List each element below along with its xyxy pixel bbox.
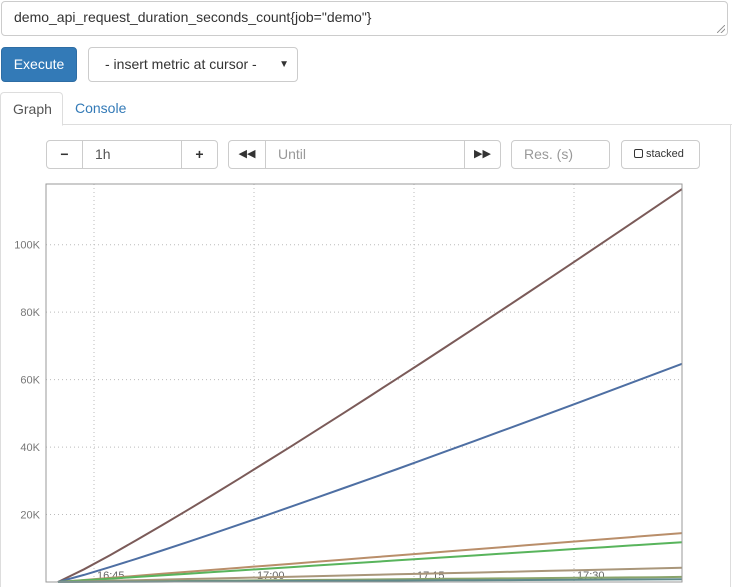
dropdown-caret-icon: ▼ [279, 59, 289, 70]
series-lines [57, 188, 683, 583]
execute-button[interactable]: Execute [1, 47, 77, 82]
series-line [57, 188, 683, 583]
series-line [57, 362, 683, 583]
x-tick-label: 17:00 [257, 570, 285, 582]
checkbox-icon [634, 149, 643, 158]
y-tick-label: 40K [20, 442, 40, 454]
expression-text: demo_api_request_duration_seconds_count{… [14, 9, 372, 25]
metric-select-label: - insert metric at cursor - [105, 56, 257, 72]
y-tick-label: 60K [20, 375, 40, 387]
range-input[interactable]: 1h [82, 140, 182, 169]
expression-input[interactable]: demo_api_request_duration_seconds_count{… [1, 1, 728, 36]
range-decrease-button[interactable]: − [46, 140, 83, 169]
resolution-input[interactable]: Res. (s) [511, 140, 610, 169]
stacked-toggle[interactable]: stacked [621, 140, 700, 169]
stacked-label: stacked [646, 148, 684, 160]
series-line [57, 566, 683, 583]
tab-console[interactable]: Console [75, 100, 127, 116]
series-line [57, 541, 683, 583]
forward-icon: ▶▶ [474, 148, 491, 160]
tab-bar: Graph Console [0, 92, 732, 126]
backward-icon: ◀◀ [238, 148, 256, 160]
y-tick-label: 20K [20, 510, 40, 522]
resize-handle-icon[interactable] [717, 25, 725, 33]
y-tick-label: 80K [20, 307, 40, 319]
time-back-button[interactable]: ◀◀ [228, 140, 266, 169]
y-tick-label: 100K [14, 240, 40, 252]
until-input[interactable]: Until [265, 140, 465, 169]
metric-select[interactable]: - insert metric at cursor - ▼ [88, 47, 298, 82]
time-forward-button[interactable]: ▶▶ [464, 140, 501, 169]
y-axis: 20K 40K 60K 80K 100K [14, 240, 40, 522]
plot-frame [45, 183, 683, 583]
tab-graph[interactable]: Graph [0, 92, 63, 126]
series-line [57, 532, 683, 583]
range-increase-button[interactable]: + [181, 140, 218, 169]
chart-grid [46, 184, 682, 582]
graph-panel [0, 124, 731, 587]
